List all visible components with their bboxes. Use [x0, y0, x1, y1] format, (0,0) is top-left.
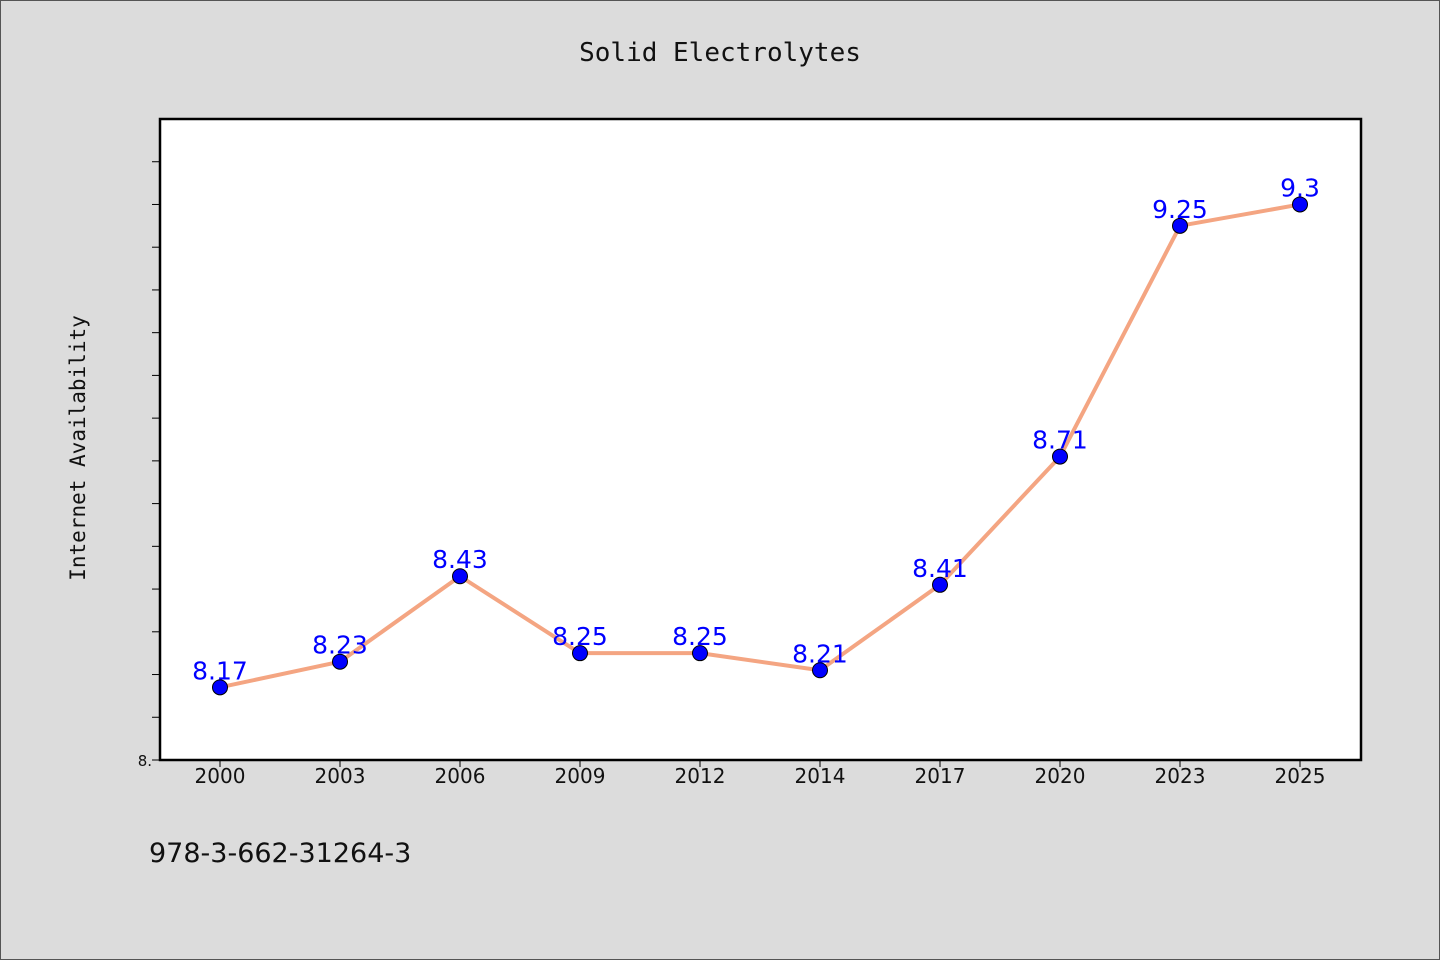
- y-axis-ticks: 8.: [138, 161, 160, 770]
- data-point-marker: [452, 568, 468, 585]
- data-point-marker: [572, 645, 588, 662]
- x-tick-label: 2012: [675, 764, 726, 788]
- data-point-marker: [1052, 448, 1068, 465]
- data-point-marker: [212, 679, 228, 696]
- data-label: 9.25: [1152, 195, 1208, 224]
- x-tick-label: 2020: [1035, 764, 1086, 788]
- data-label-layer: 8.17 8.23 8.43 8.25 8.25 8.21 8.41 8.71 9.25 9.3: [192, 173, 1320, 685]
- y-tick-label: 8.: [138, 752, 152, 770]
- x-tick-label: 2009: [555, 764, 606, 788]
- x-tick-label: 2006: [435, 764, 486, 788]
- x-tick-label: 2025: [1275, 764, 1326, 788]
- data-point-marker: [692, 645, 708, 662]
- x-axis-ticks: 2000 2003 2006 2009 2012 2014 2017 2020 2023 2025: [195, 760, 1326, 788]
- chart-title: Solid Electrolytes: [579, 38, 861, 68]
- data-point-marker: [1172, 217, 1188, 234]
- x-tick-label: 2003: [315, 764, 366, 788]
- x-tick-label: 2023: [1155, 764, 1206, 788]
- x-tick-label: 2017: [915, 764, 966, 788]
- data-label: 8.71: [1032, 426, 1088, 455]
- x-tick-label: 2014: [795, 764, 846, 788]
- plot-area: [158, 117, 1363, 762]
- x-tick-label: 2000: [195, 764, 246, 788]
- data-label: 8.25: [552, 622, 608, 651]
- isbn-footer: 978-3-662-31264-3: [149, 838, 411, 869]
- data-point-marker: [932, 576, 948, 593]
- data-point-marker: [812, 662, 828, 679]
- data-point-marker: [1292, 196, 1308, 213]
- data-label: 8.23: [312, 631, 368, 660]
- series-layer: [212, 196, 1308, 696]
- data-label: 8.41: [912, 554, 968, 583]
- data-label: 8.43: [432, 545, 488, 574]
- data-point-marker: [332, 653, 348, 670]
- data-label: 8.17: [192, 656, 248, 685]
- data-label: 9.3: [1280, 173, 1320, 202]
- y-axis-label: Internet Availability: [66, 315, 90, 581]
- data-label: 8.25: [672, 622, 728, 651]
- series-line: [219, 202, 1301, 690]
- data-label: 8.21: [792, 639, 848, 668]
